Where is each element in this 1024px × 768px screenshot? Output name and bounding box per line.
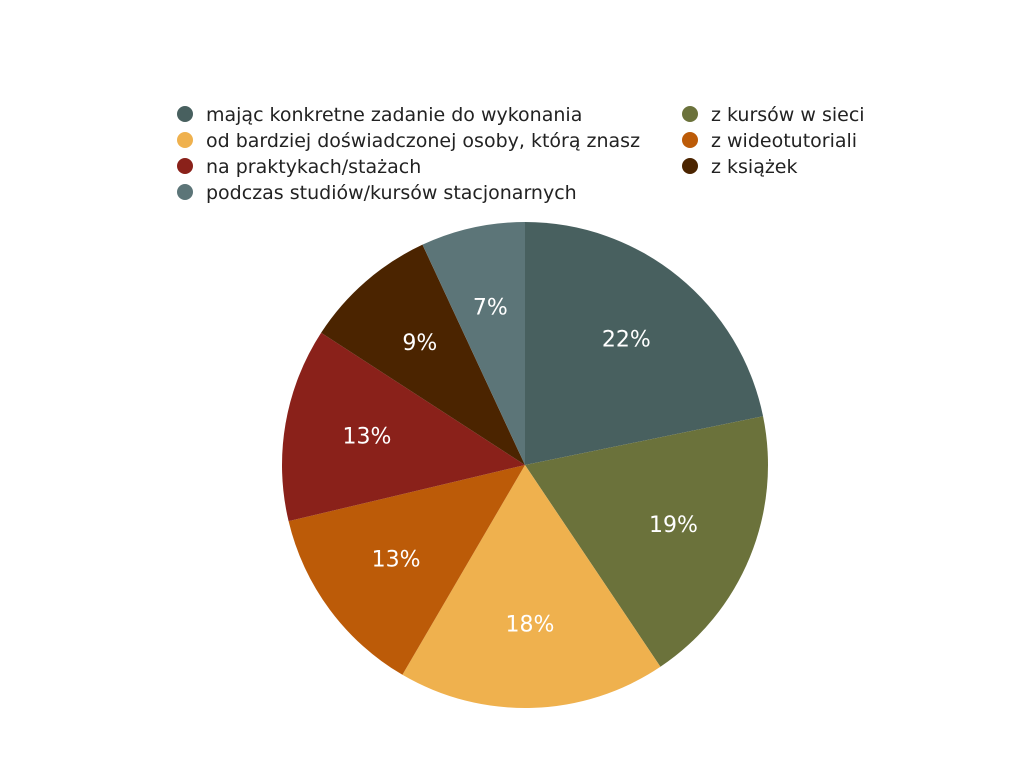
pie-slice-label: 7% bbox=[473, 295, 508, 320]
pie-slice bbox=[525, 222, 764, 465]
legend-label: z książek bbox=[711, 156, 798, 178]
legend-item: mając konkretne zadanie do wykonania bbox=[177, 104, 582, 126]
pie-slice-label: 13% bbox=[372, 547, 421, 572]
legend-label: mając konkretne zadanie do wykonania bbox=[206, 104, 582, 126]
pie-slice bbox=[402, 465, 661, 708]
pie-slice bbox=[525, 416, 768, 667]
legend-swatch bbox=[177, 184, 193, 200]
legend-swatch bbox=[682, 106, 698, 122]
legend-label: z kursów w sieci bbox=[711, 104, 865, 126]
legend-label: od bardziej doświadczonej osoby, którą z… bbox=[206, 130, 640, 152]
pie-slice bbox=[282, 332, 525, 522]
pie-slice-label: 22% bbox=[602, 328, 651, 353]
legend-item: na praktykach/stażach bbox=[177, 156, 421, 178]
legend-label: na praktykach/stażach bbox=[206, 156, 421, 178]
legend-item: podczas studiów/kursów stacjonarnych bbox=[177, 182, 577, 204]
pie-slice bbox=[321, 244, 525, 465]
pie-slice-labels: 22% 19% 18% 13% 13% 9% 7% bbox=[343, 295, 698, 637]
legend-label: podczas studiów/kursów stacjonarnych bbox=[206, 182, 577, 204]
legend-swatch bbox=[682, 132, 698, 148]
pie-slice bbox=[288, 465, 525, 675]
legend-swatch bbox=[682, 158, 698, 174]
legend-label: z wideotutoriali bbox=[711, 130, 857, 152]
pie-slice bbox=[422, 222, 525, 465]
pie-slice-label: 9% bbox=[402, 331, 437, 356]
legend-item: z wideotutoriali bbox=[682, 130, 857, 152]
pie-slice-label: 13% bbox=[343, 425, 392, 450]
legend-item: z książek bbox=[682, 156, 798, 178]
pie-slice-label: 18% bbox=[506, 612, 555, 637]
legend-swatch bbox=[177, 158, 193, 174]
legend-swatch bbox=[177, 132, 193, 148]
pie-slices bbox=[282, 222, 768, 708]
chart-legend: mając konkretne zadanie do wykonania od b… bbox=[177, 104, 865, 204]
pie-slice-label: 19% bbox=[649, 513, 698, 538]
legend-swatch bbox=[177, 106, 193, 122]
legend-item: z kursów w sieci bbox=[682, 104, 865, 126]
legend-item: od bardziej doświadczonej osoby, którą z… bbox=[177, 130, 640, 152]
